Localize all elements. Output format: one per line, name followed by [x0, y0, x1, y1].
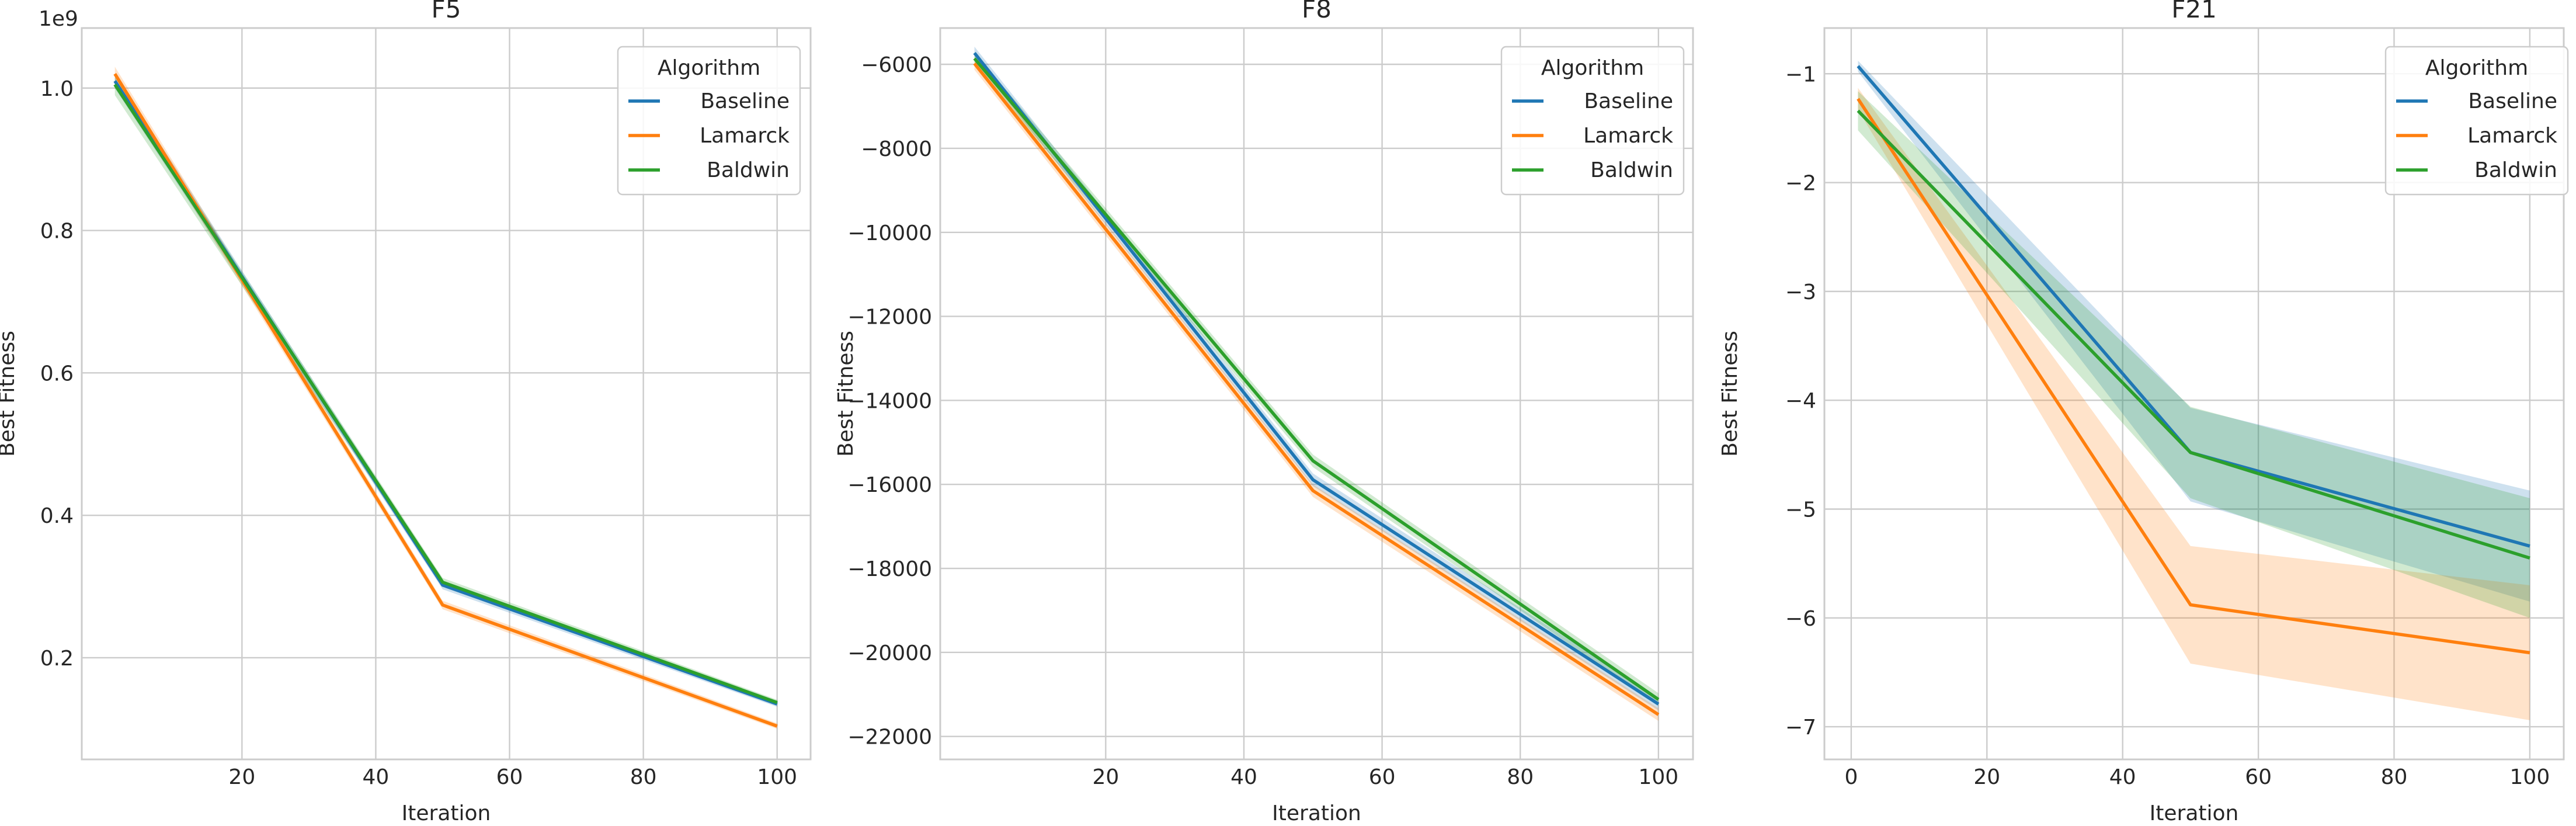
y-axis-label: Best Fitness [0, 331, 19, 457]
plot-frame [939, 27, 1694, 761]
y-tick-label: 1.0 [40, 77, 74, 101]
chart-panel-f21: 0 20 40 60 80 100 −7 −6 −5 −4 −3 −2 −1 F21 Iteration Be… [1718, 0, 2569, 825]
x-axis-label: Iteration [2150, 801, 2239, 825]
confidence-band-baldwin [114, 77, 777, 706]
plot-frame [81, 27, 812, 761]
y-axis-label: Best Fitness [834, 331, 858, 457]
series-line-lamarck [1857, 98, 2530, 655]
y-tick-label: −10000 [847, 221, 932, 245]
x-tick-label: 60 [2245, 765, 2272, 789]
x-tick-label: 100 [2510, 765, 2550, 789]
y-tick-label: −22000 [847, 726, 932, 749]
x-axis-label: Iteration [402, 801, 491, 825]
y-tick-label: −6000 [861, 53, 932, 77]
y-tick-label: −3 [1785, 280, 1816, 304]
x-axis-label: Iteration [1272, 801, 1361, 825]
legend-label-baseline: Baseline [1584, 89, 1673, 113]
y-tick-label: −20000 [847, 641, 932, 665]
y-tick-label: −16000 [847, 473, 932, 497]
legend-label-baldwin: Baldwin [707, 158, 790, 182]
legend-box [617, 46, 801, 196]
panel-title: F21 [2171, 0, 2217, 23]
x-tick-label: 80 [1507, 765, 1534, 789]
y-tick-label: −12000 [847, 306, 932, 329]
legend-title: Algorithm [658, 56, 760, 80]
legend-label-baseline: Baseline [2468, 89, 2557, 113]
y-tick-label: 0.8 [40, 220, 74, 244]
y-tick-label: −14000 [847, 389, 932, 413]
x-tick-label: 100 [1638, 765, 1678, 789]
x-tick-label: 20 [1092, 765, 1119, 789]
legend: Algorithm Baseline Lamarck Baldwin [1500, 46, 1685, 196]
legend-box [2384, 46, 2569, 196]
legend: Algorithm Baseline Lamarck Baldwin [2384, 46, 2569, 196]
y-tick-label: −18000 [847, 557, 932, 581]
legend: Algorithm Baseline Lamarck Baldwin [617, 46, 801, 196]
chart-panel-f5: 20 40 60 80 100 0.2 0.4 0.6 0.8 1.0 1e9 F5 Iteration… [0, 0, 812, 825]
series-line-baseline [973, 51, 1660, 706]
y-tick-label: −7 [1785, 716, 1816, 740]
panel-title: F8 [1302, 0, 1332, 23]
legend-label-lamarck: Lamarck [700, 124, 790, 148]
x-tick-label: 40 [2109, 765, 2136, 789]
x-tick-label: 80 [630, 765, 657, 789]
y-tick-label: 0.6 [40, 362, 74, 386]
y-offset-label: 1e9 [39, 7, 78, 31]
confidence-band-baseline [1858, 60, 2530, 602]
y-axis-label: Best Fitness [1718, 331, 1742, 457]
confidence-band-lamarck [1858, 88, 2530, 720]
series-line-baldwin [1857, 109, 2530, 560]
y-tick-label: −1 [1785, 63, 1816, 86]
series-line-lamarck [973, 62, 1660, 716]
legend-label-baldwin: Baldwin [2474, 158, 2557, 182]
x-tick-label: 80 [2381, 765, 2408, 789]
x-tick-label: 60 [496, 765, 523, 789]
y-tick-label: −2 [1785, 172, 1816, 196]
legend-label-lamarck: Lamarck [2467, 124, 2557, 148]
x-tick-label: 20 [228, 765, 255, 789]
series-line-baldwin [973, 57, 1660, 701]
legend-label-baseline: Baseline [700, 89, 790, 113]
y-tick-label: 0.4 [40, 504, 74, 528]
y-tick-label: −5 [1785, 498, 1816, 522]
x-tick-label: 0 [1844, 765, 1858, 789]
y-tick-label: −4 [1785, 389, 1816, 413]
x-tick-label: 60 [1369, 765, 1396, 789]
x-tick-label: 20 [1973, 765, 2000, 789]
legend-label-baldwin: Baldwin [1590, 158, 1673, 182]
legend-title: Algorithm [2425, 56, 2528, 80]
x-tick-label: 100 [757, 765, 797, 789]
y-tick-label: −8000 [861, 137, 932, 161]
x-tick-label: 40 [1230, 765, 1257, 789]
chart-panel-f8: 20 40 60 80 100 −22000 −20000 −18000 −16000 −1400… [834, 0, 1694, 825]
series-line-baldwin [113, 84, 778, 704]
panel-title: F5 [432, 0, 461, 23]
legend-label-lamarck: Lamarck [1583, 124, 1673, 148]
legend-box [1500, 46, 1685, 196]
plot-frame [1823, 27, 2565, 761]
x-tick-label: 40 [363, 765, 390, 789]
legend-title: Algorithm [1541, 56, 1644, 80]
confidence-band-baldwin [1858, 91, 2530, 618]
y-tick-label: 0.2 [40, 647, 74, 671]
y-tick-label: −6 [1785, 607, 1816, 631]
